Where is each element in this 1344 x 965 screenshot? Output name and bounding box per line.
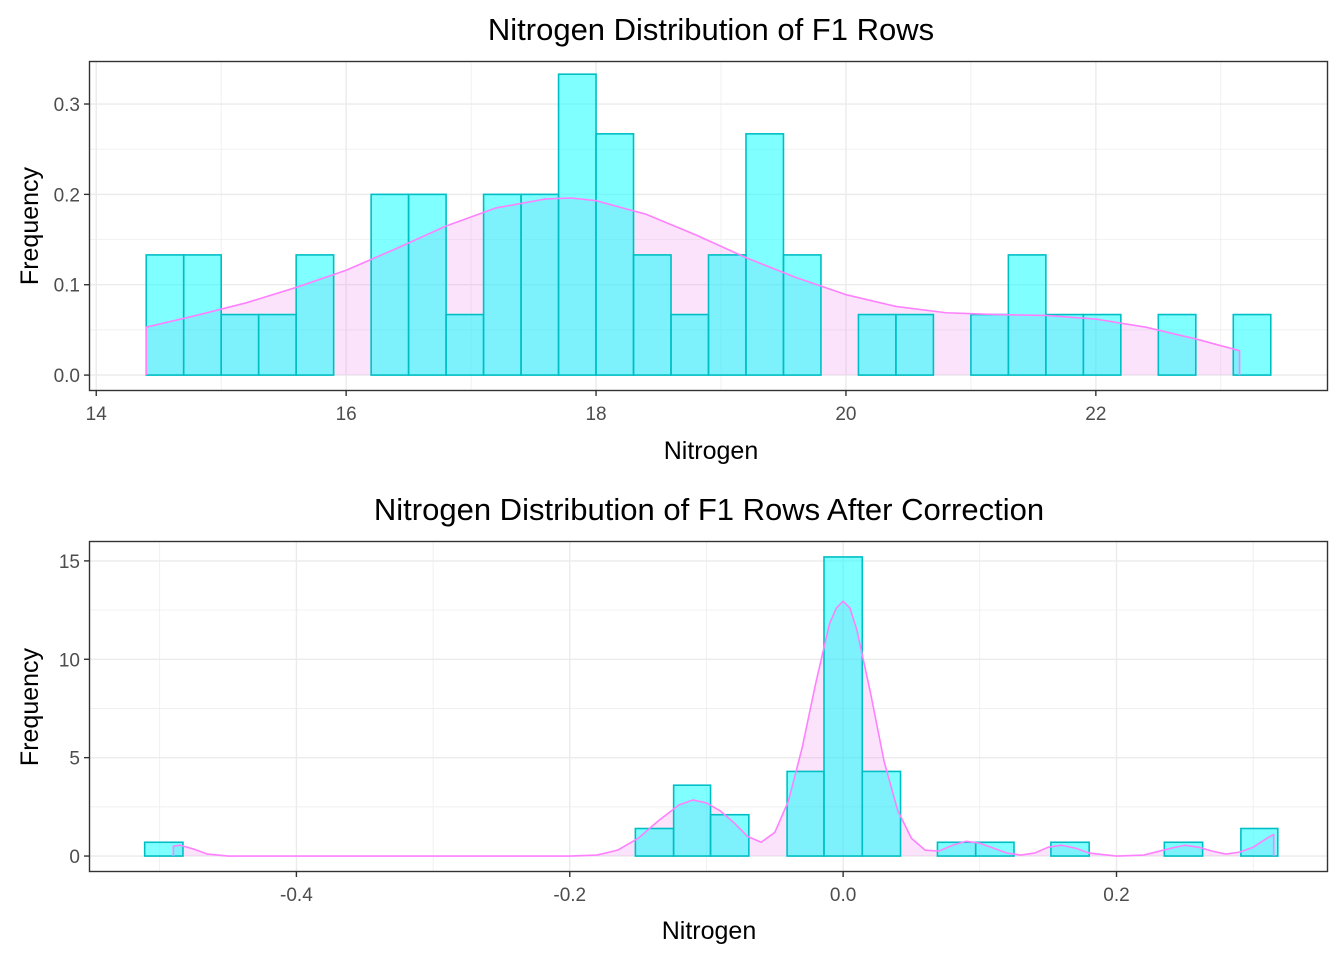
y-tick-label: 15 (59, 552, 80, 573)
panel-border (88, 60, 1329, 392)
y-axis-ticks: 0 5 10 15 (59, 552, 90, 868)
histogram-bar (520, 193, 560, 376)
x-axis-label: Nitrogen (662, 917, 757, 945)
histogram-bar (220, 313, 260, 376)
y-axis-label: Frequency (16, 647, 44, 766)
panel-nitrogen-corrected: Nitrogen Distribution of F1 Rows After C… (16, 492, 1329, 945)
x-tick-label: 18 (585, 404, 606, 425)
chart-title: Nitrogen Distribution of F1 Rows After C… (374, 492, 1044, 527)
x-tick-label: 14 (86, 404, 108, 425)
histogram-bar (257, 313, 297, 376)
histogram-bar (707, 254, 747, 376)
histogram-bar (482, 193, 522, 376)
y-axis-ticks: 0.0 0.1 0.2 0.3 (54, 95, 90, 387)
histogram-bar (632, 254, 672, 376)
histogram-bar (670, 313, 710, 376)
histogram-bar (895, 313, 935, 376)
histogram-bar (634, 827, 675, 857)
x-tick-label: 22 (1085, 404, 1106, 425)
histogram-bar (823, 556, 864, 857)
y-tick-label: 0 (69, 847, 80, 868)
x-tick-label: -0.4 (280, 885, 313, 906)
y-tick-label: 0.0 (54, 366, 80, 387)
y-tick-label: 5 (69, 749, 80, 770)
histogram-bar (1082, 313, 1122, 376)
histogram-bar (672, 784, 712, 857)
histogram-bar (145, 254, 185, 376)
histogram-bar (595, 133, 635, 376)
histogram-bars (145, 73, 1272, 376)
x-tick-label: 0.0 (830, 885, 856, 906)
histogram-bar (295, 254, 335, 376)
x-tick-label: 20 (835, 404, 856, 425)
histogram-bar (1045, 313, 1085, 376)
y-tick-label: 0.1 (54, 276, 80, 297)
histogram-bar (445, 313, 485, 376)
histogram-bar (709, 813, 750, 857)
y-axis-label: Frequency (16, 166, 44, 285)
x-tick-label: -0.2 (553, 885, 586, 906)
x-axis-ticks: -0.4 -0.2 0.0 0.2 (280, 871, 1130, 906)
histogram-bar (861, 770, 902, 857)
chart-title: Nitrogen Distribution of F1 Rows (488, 12, 934, 47)
histogram-bar (970, 313, 1010, 376)
histogram-bar (745, 133, 785, 376)
histogram-bar (370, 193, 410, 376)
histogram-bar (1157, 313, 1197, 376)
density-curve (172, 600, 1275, 857)
x-axis-ticks: 14 16 18 20 22 (86, 390, 1106, 425)
density-line (145, 197, 1241, 376)
histogram-bar (182, 254, 222, 376)
y-tick-label: 10 (59, 650, 80, 671)
histogram-bars (143, 556, 1279, 857)
histogram-bar (1050, 841, 1090, 857)
x-axis-label: Nitrogen (664, 437, 759, 465)
density-curve (145, 197, 1241, 376)
density-line (172, 600, 1275, 857)
x-tick-label: 16 (336, 404, 357, 425)
y-tick-label: 0.3 (54, 95, 80, 116)
histogram-bar (782, 254, 822, 376)
histogram-bar (143, 841, 184, 857)
x-tick-label: 0.2 (1103, 885, 1129, 906)
histogram-bar (407, 193, 447, 376)
panel-nitrogen-raw: Nitrogen Distribution of F1 Rows 14 16 18 2… (16, 12, 1329, 465)
y-tick-label: 0.2 (54, 185, 80, 206)
histogram-bar (557, 73, 597, 376)
histogram-bar (857, 313, 897, 376)
panel-border (88, 540, 1329, 873)
